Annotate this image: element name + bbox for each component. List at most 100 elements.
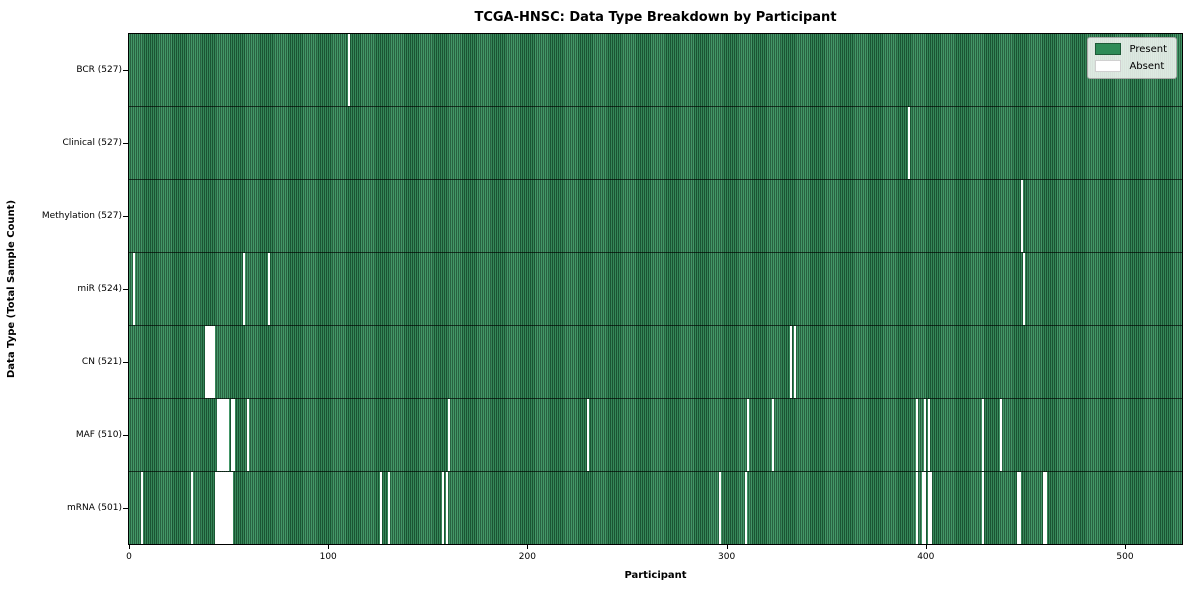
x-tick-label: 100: [319, 552, 337, 562]
x-tick-mark: [1125, 545, 1126, 549]
absent-stripe: [929, 472, 932, 544]
absent-stripe: [133, 253, 135, 325]
absent-stripe: [216, 472, 219, 544]
y-tick-mark: [123, 289, 128, 290]
absent-stripe: [242, 253, 245, 325]
absent-stripe: [268, 253, 271, 325]
y-tick-mark: [123, 362, 128, 363]
absent-stripe: [1043, 472, 1046, 544]
y-tick-label: BCR (527): [76, 64, 122, 75]
absent-stripe: [208, 326, 211, 398]
absent-stripe: [794, 326, 797, 398]
absent-stripe: [915, 399, 918, 471]
x-tick-label: 500: [1116, 552, 1134, 562]
absent-stripe: [1019, 472, 1022, 544]
absent-stripe: [1017, 472, 1020, 544]
row-CN: [129, 326, 1182, 399]
absent-stripe: [220, 399, 223, 471]
absent-stripe: [230, 399, 233, 471]
absent-stripe: [445, 472, 448, 544]
absent-stripe: [218, 399, 221, 471]
absent-stripe: [190, 472, 193, 544]
absent-stripe: [1021, 180, 1024, 252]
row-Clinical: [129, 107, 1182, 180]
absent-stripe: [220, 472, 223, 544]
legend-entry-absent: Absent: [1095, 60, 1167, 72]
y-tick-label: Methylation (527): [41, 210, 122, 221]
legend-entry-present: Present: [1095, 43, 1167, 55]
plot-area: Present Absent: [128, 33, 1183, 545]
absent-stripe: [587, 399, 590, 471]
x-tick-mark: [925, 545, 927, 549]
y-tick-label: mRNA (501): [67, 503, 122, 514]
absent-stripe: [212, 326, 215, 398]
absent-stripe: [348, 34, 351, 106]
absent-stripe: [981, 399, 984, 471]
absent-stripe: [246, 399, 249, 471]
absent-stripe: [230, 472, 233, 544]
absent-stripe: [746, 399, 749, 471]
y-tick-mark: [123, 143, 128, 144]
x-tick-mark: [328, 545, 330, 549]
x-tick-label: 400: [917, 552, 935, 562]
absent-stripe: [923, 399, 926, 471]
absent-swatch-icon: [1095, 60, 1122, 72]
x-tick-mark: [527, 545, 529, 549]
absent-stripe: [222, 399, 225, 471]
y-tick-label: MAF (510): [75, 430, 122, 441]
absent-stripe: [772, 399, 775, 471]
chart-title: TCGA-HNSC: Data Type Breakdown by Partic…: [474, 10, 837, 25]
row-BCR: [129, 34, 1182, 107]
absent-stripe: [380, 472, 382, 544]
row-MAF: [129, 399, 1182, 472]
absent-stripe: [744, 472, 747, 544]
y-tick-mark: [123, 70, 128, 71]
y-tick-label: miR (524): [77, 284, 122, 294]
absent-stripe: [218, 472, 221, 544]
absent-stripe: [1023, 253, 1026, 325]
absent-stripe: [206, 326, 209, 398]
x-tick-label: 200: [518, 552, 536, 562]
absent-stripe: [915, 472, 918, 544]
row-mRNA: [129, 472, 1182, 544]
absent-stripe: [226, 472, 229, 544]
y-tick-label: Clinical (527): [62, 137, 122, 148]
absent-stripe: [907, 107, 910, 179]
x-tick-mark: [129, 545, 130, 549]
row-Methylation: [129, 180, 1182, 253]
legend: Present Absent: [1087, 37, 1177, 79]
x-tick-label: 300: [718, 552, 736, 562]
absent-stripe: [210, 326, 213, 398]
y-tick-mark: [123, 216, 128, 217]
x-axis-label: Participant: [624, 570, 687, 581]
absent-stripe: [141, 472, 143, 544]
absent-stripe: [921, 472, 924, 544]
present-swatch-icon: [1095, 43, 1122, 55]
legend-absent-label: Absent: [1129, 60, 1165, 72]
absent-stripe: [790, 326, 793, 398]
absent-stripe: [204, 326, 207, 398]
x-tick-mark: [726, 545, 728, 549]
absent-stripe: [216, 399, 219, 471]
y-tick-mark: [123, 508, 128, 509]
absent-stripe: [923, 472, 926, 544]
y-tick-label: CN (521): [81, 357, 122, 368]
absent-stripe: [388, 472, 390, 544]
absent-stripe: [441, 472, 444, 544]
absent-stripe: [228, 472, 231, 544]
absent-stripe: [222, 472, 225, 544]
absent-stripe: [224, 399, 227, 471]
absent-stripe: [927, 472, 930, 544]
absent-stripe: [214, 472, 217, 544]
absent-stripe: [718, 472, 721, 544]
legend-present-label: Present: [1129, 43, 1167, 55]
y-tick-mark: [123, 435, 128, 436]
absent-stripe: [224, 472, 227, 544]
absent-stripe: [232, 399, 235, 471]
row-miR: [129, 253, 1182, 326]
absent-stripe: [999, 399, 1002, 471]
absent-stripe: [1045, 472, 1048, 544]
absent-stripe: [927, 399, 930, 471]
x-tick-label: 0: [126, 552, 132, 562]
